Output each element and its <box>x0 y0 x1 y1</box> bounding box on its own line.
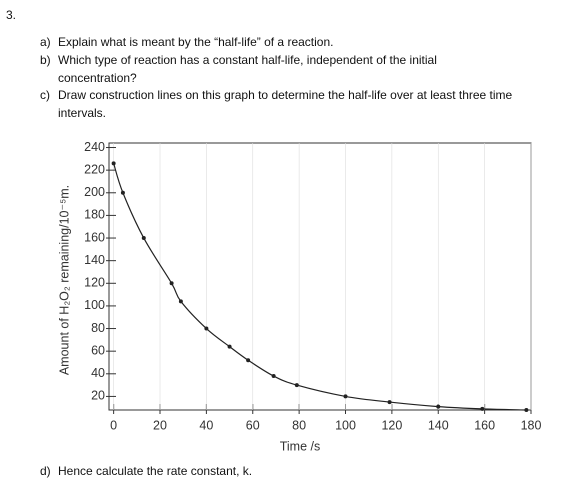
y-tick-label: 20 <box>91 389 105 403</box>
chart: Time /s Amount of H₂O₂ remaining/10⁻⁵m. … <box>57 140 542 453</box>
data-point <box>141 236 146 241</box>
y-tick-label: 40 <box>91 366 105 380</box>
part: c) Draw construction lines on this graph … <box>40 86 520 122</box>
data-point <box>294 383 299 388</box>
part-text: Draw construction lines on this graph to… <box>58 88 513 120</box>
data-point <box>111 161 116 166</box>
x-tick-label: 60 <box>246 418 260 432</box>
data-point <box>343 394 348 399</box>
x-tick-label: 0 <box>110 418 117 432</box>
data-point <box>120 190 125 195</box>
data-point <box>169 281 174 286</box>
data-point <box>480 406 485 411</box>
data-point <box>246 358 251 363</box>
x-tick-label: 140 <box>428 418 449 432</box>
x-tick-label: 100 <box>335 418 356 432</box>
data-point <box>387 400 392 405</box>
y-tick-label: 160 <box>84 230 105 244</box>
part-label: b) <box>40 53 51 67</box>
y-tick-label: 60 <box>91 343 105 357</box>
part: a) Explain what is meant by the “half-lif… <box>40 33 528 51</box>
part-label: c) <box>40 88 50 102</box>
y-axis-label: Amount of H₂O₂ remaining/10⁻⁵m. <box>57 185 71 375</box>
x-tick-label: 120 <box>381 418 402 432</box>
y-tick-label: 120 <box>84 276 105 290</box>
part: b) Which type of reaction has a constant … <box>40 51 478 87</box>
data-point <box>178 299 183 304</box>
y-tick-label: 140 <box>84 253 105 267</box>
y-tick-label: 100 <box>84 298 105 312</box>
data-point <box>204 326 209 331</box>
part-text: Which type of reaction has a constant ha… <box>58 53 437 85</box>
decay-curve <box>113 163 527 411</box>
part-label: d) <box>40 464 51 478</box>
part: d) Hence calculate the rate constant, k. <box>40 462 528 480</box>
data-point <box>524 408 529 412</box>
x-tick-label: 40 <box>199 418 213 432</box>
part-text: Hence calculate the rate constant, k. <box>58 464 253 478</box>
x-tick-label: 180 <box>521 418 542 432</box>
data-point <box>271 374 276 379</box>
x-axis-label: Time /s <box>280 439 321 453</box>
x-tick-label: 20 <box>153 418 167 432</box>
y-tick-label: 240 <box>84 140 105 154</box>
part-text: Explain what is meant by the “half-life”… <box>58 35 334 49</box>
y-tick-label: 220 <box>84 162 105 176</box>
data-point <box>436 404 441 409</box>
x-tick-label: 80 <box>292 418 306 432</box>
question-number: 3. <box>6 8 17 22</box>
plot-frame <box>108 142 532 411</box>
data-point <box>227 344 232 349</box>
y-tick-label: 80 <box>91 321 105 335</box>
y-tick-label: 200 <box>84 185 105 199</box>
part-label: a) <box>40 35 51 49</box>
x-tick-label: 160 <box>474 418 495 432</box>
y-tick-label: 180 <box>84 208 105 222</box>
